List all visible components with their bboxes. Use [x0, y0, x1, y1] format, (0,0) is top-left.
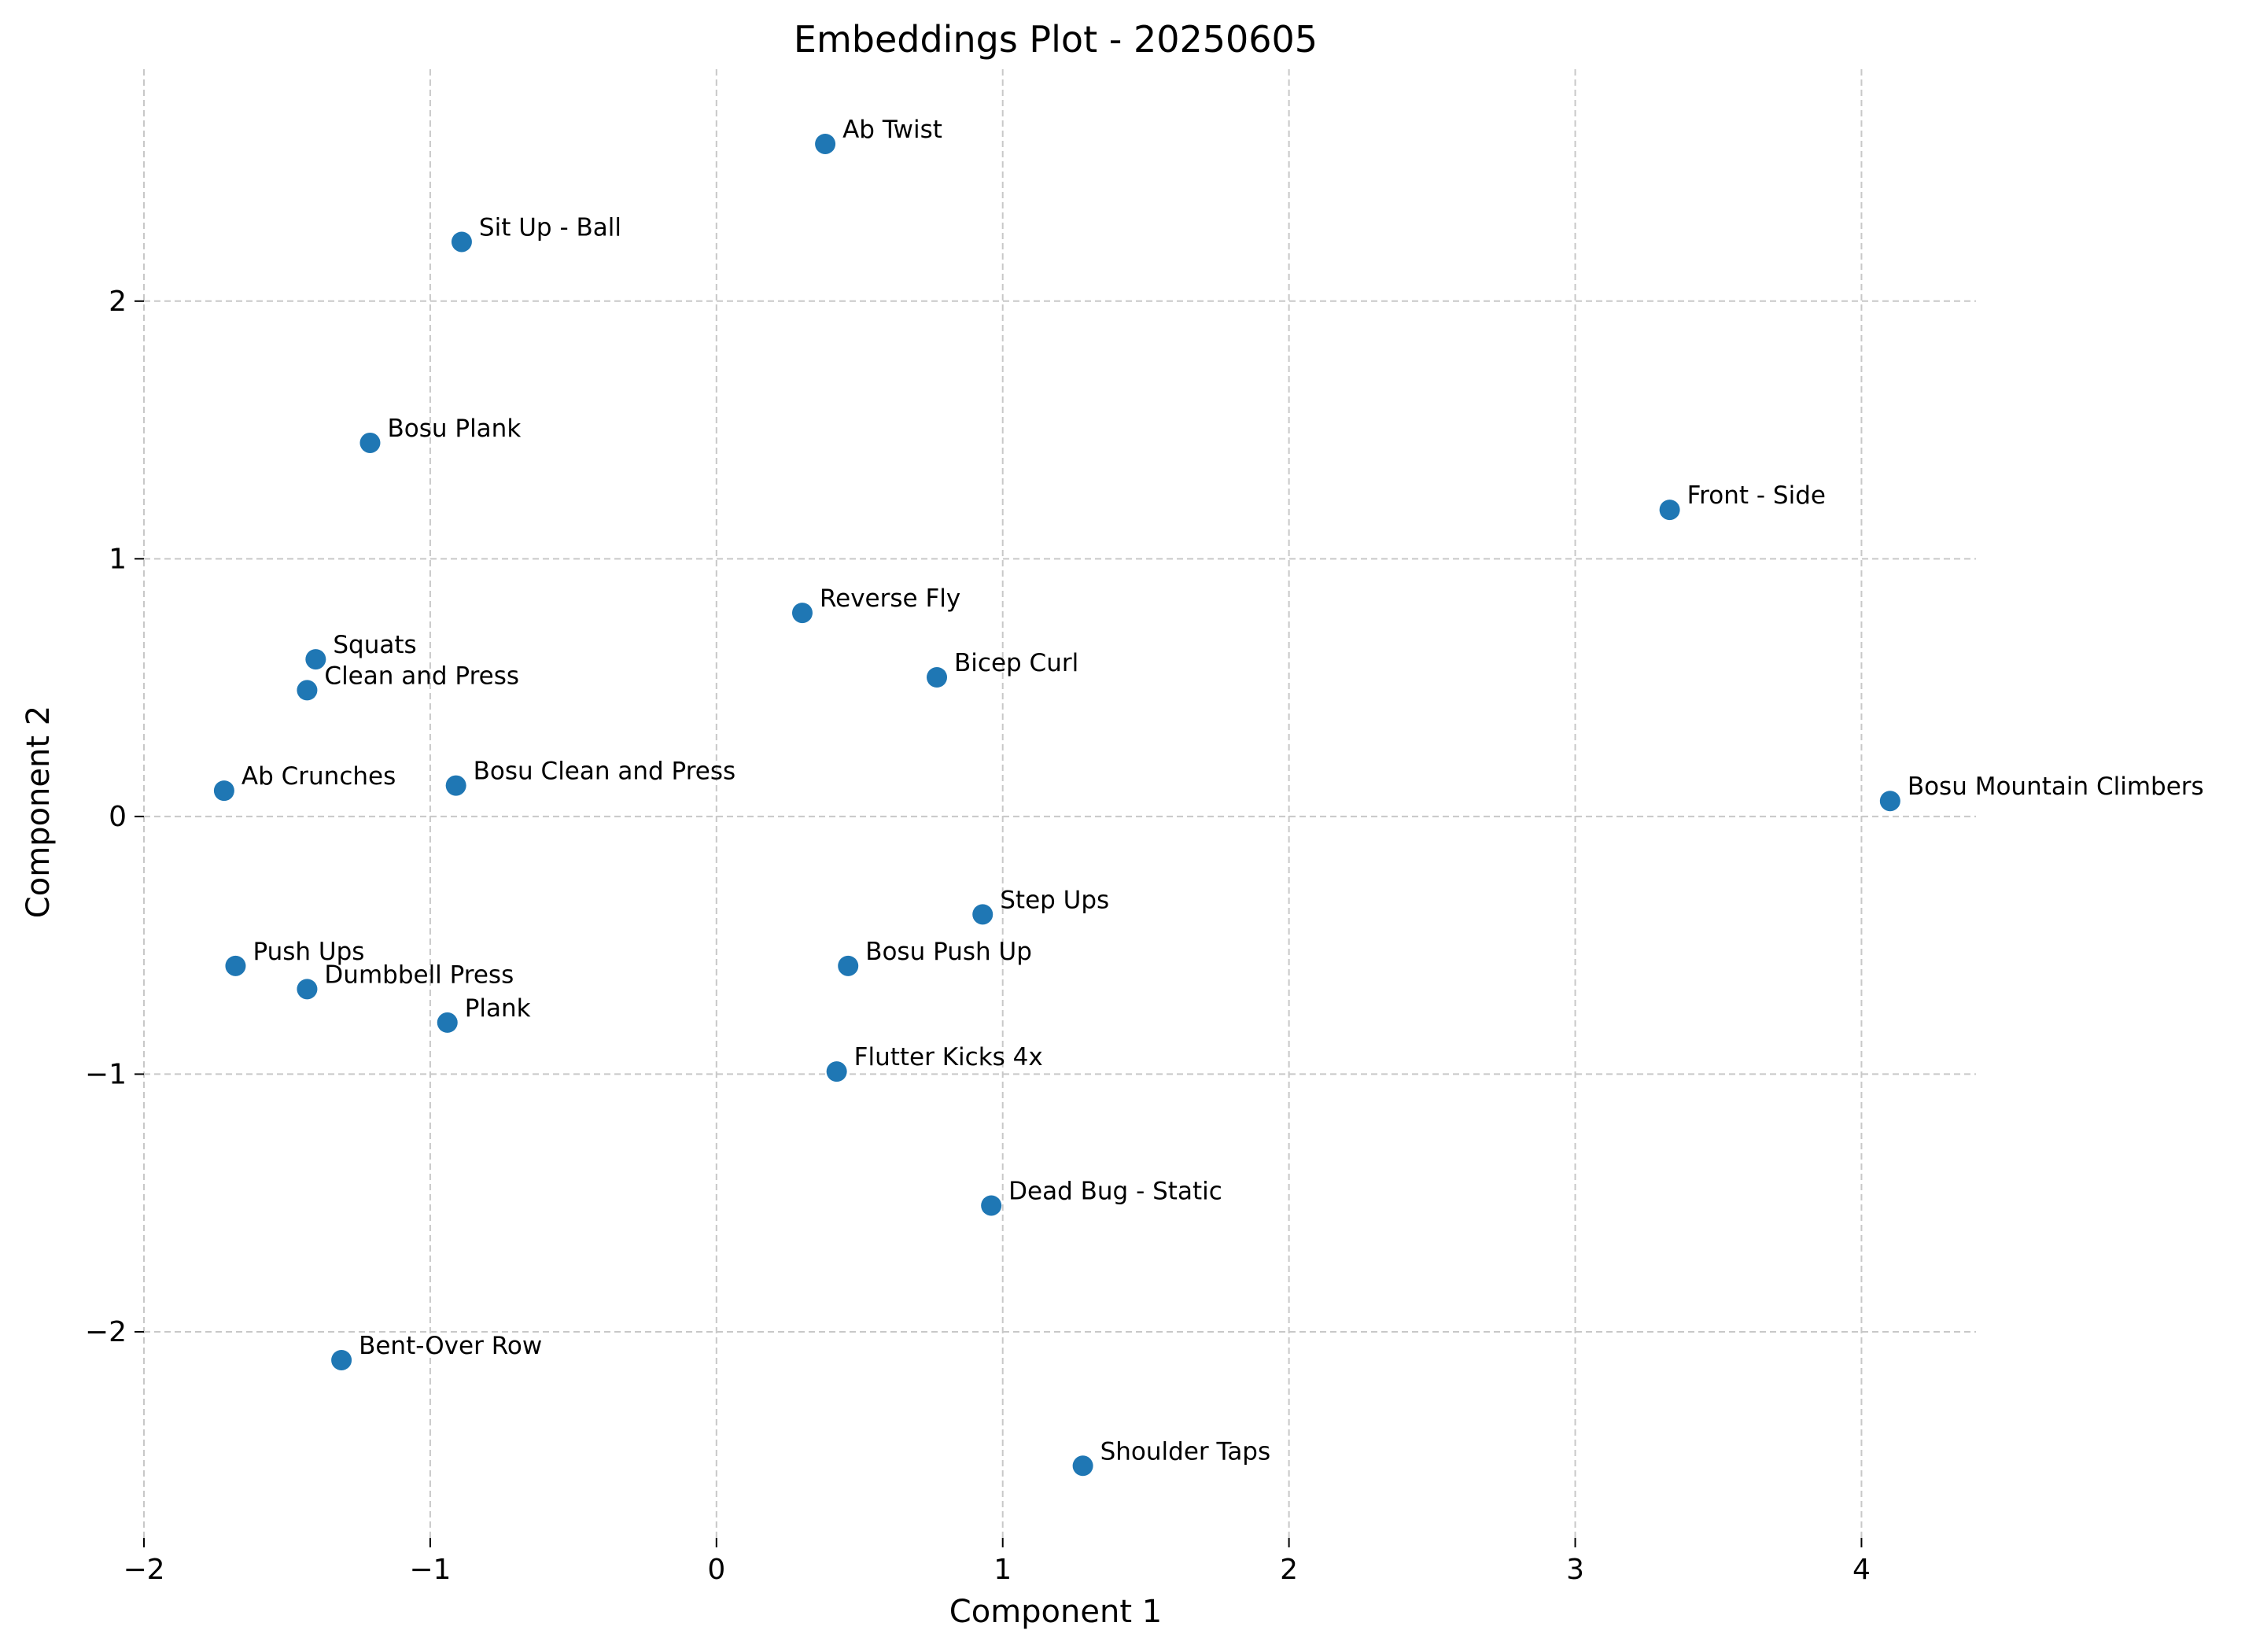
scatter-point: [972, 904, 993, 925]
x-tick-label: 0: [707, 1554, 725, 1586]
x-tick-label: 1: [993, 1554, 1012, 1586]
point-label: Sit Up - Ball: [479, 213, 621, 242]
y-tick-label: −2: [85, 1316, 127, 1348]
scatter-point: [297, 979, 318, 1000]
point-label: Squats: [333, 631, 416, 659]
scatter-point: [225, 955, 246, 976]
scatter-point: [815, 133, 836, 154]
scatter-point: [445, 775, 466, 796]
point-label: Ab Twist: [842, 116, 942, 144]
point-label: Bosu Mountain Climbers: [1908, 773, 2204, 801]
scatter-point: [437, 1012, 458, 1033]
scatter-point: [297, 680, 318, 701]
point-label: Step Ups: [1000, 886, 1109, 914]
scatter-point: [1879, 791, 1900, 812]
point-label: Plank: [465, 994, 531, 1023]
scatter-point: [838, 955, 859, 976]
x-tick-label: −1: [409, 1554, 451, 1586]
scatter-point: [826, 1061, 847, 1082]
point-label: Push Ups: [253, 938, 364, 966]
scatter-points: [213, 133, 1900, 1477]
scatter-point: [1072, 1455, 1093, 1477]
point-label: Bosu Clean and Press: [474, 758, 735, 786]
point-label: Dumbbell Press: [324, 961, 514, 989]
point-label: Dead Bug - Static: [1008, 1177, 1222, 1205]
y-tick-label: 2: [109, 286, 127, 318]
x-axis-label: Component 1: [949, 1594, 1162, 1630]
point-label: Clean and Press: [324, 662, 519, 690]
y-tick-label: −1: [85, 1058, 127, 1090]
scatter-point: [981, 1195, 1002, 1216]
scatter-point: [1659, 500, 1680, 521]
x-tick-label: 2: [1280, 1554, 1298, 1586]
point-labels: Ab Twist Sit Up - Ball Bosu Plank Front - S…: [241, 116, 2204, 1466]
point-label: Ab Crunches: [241, 762, 396, 791]
scatter-point: [927, 667, 948, 688]
point-label: Reverse Fly: [820, 584, 960, 613]
scatter-point: [305, 649, 326, 670]
point-label: Bosu Plank: [387, 415, 521, 443]
y-axis-label: Component 2: [20, 706, 57, 918]
y-tick-label: 0: [109, 801, 127, 833]
grid: [143, 69, 1976, 1538]
point-label: Flutter Kicks 4x: [854, 1043, 1043, 1071]
point-label: Shoulder Taps: [1100, 1437, 1271, 1466]
x-tick-label: 3: [1566, 1554, 1584, 1586]
axis-ticks: −2 −1 0 1 2 3 4 −2 −1 0 1 2: [85, 286, 1871, 1586]
scatter-point: [791, 603, 813, 624]
x-tick-label: −2: [123, 1554, 164, 1586]
scatter-point: [451, 231, 472, 253]
chart-title: Embeddings Plot - 20250605: [794, 18, 1318, 61]
x-tick-label: 4: [1852, 1554, 1871, 1586]
point-label: Bosu Push Up: [865, 938, 1032, 966]
point-label: Bent-Over Row: [359, 1332, 542, 1360]
scatter-point: [213, 780, 234, 802]
scatter-point: [331, 1349, 352, 1370]
point-label: Front - Side: [1687, 481, 1826, 510]
point-label: Bicep Curl: [954, 649, 1078, 677]
y-tick-label: 1: [109, 543, 127, 575]
scatter-point: [359, 432, 381, 453]
